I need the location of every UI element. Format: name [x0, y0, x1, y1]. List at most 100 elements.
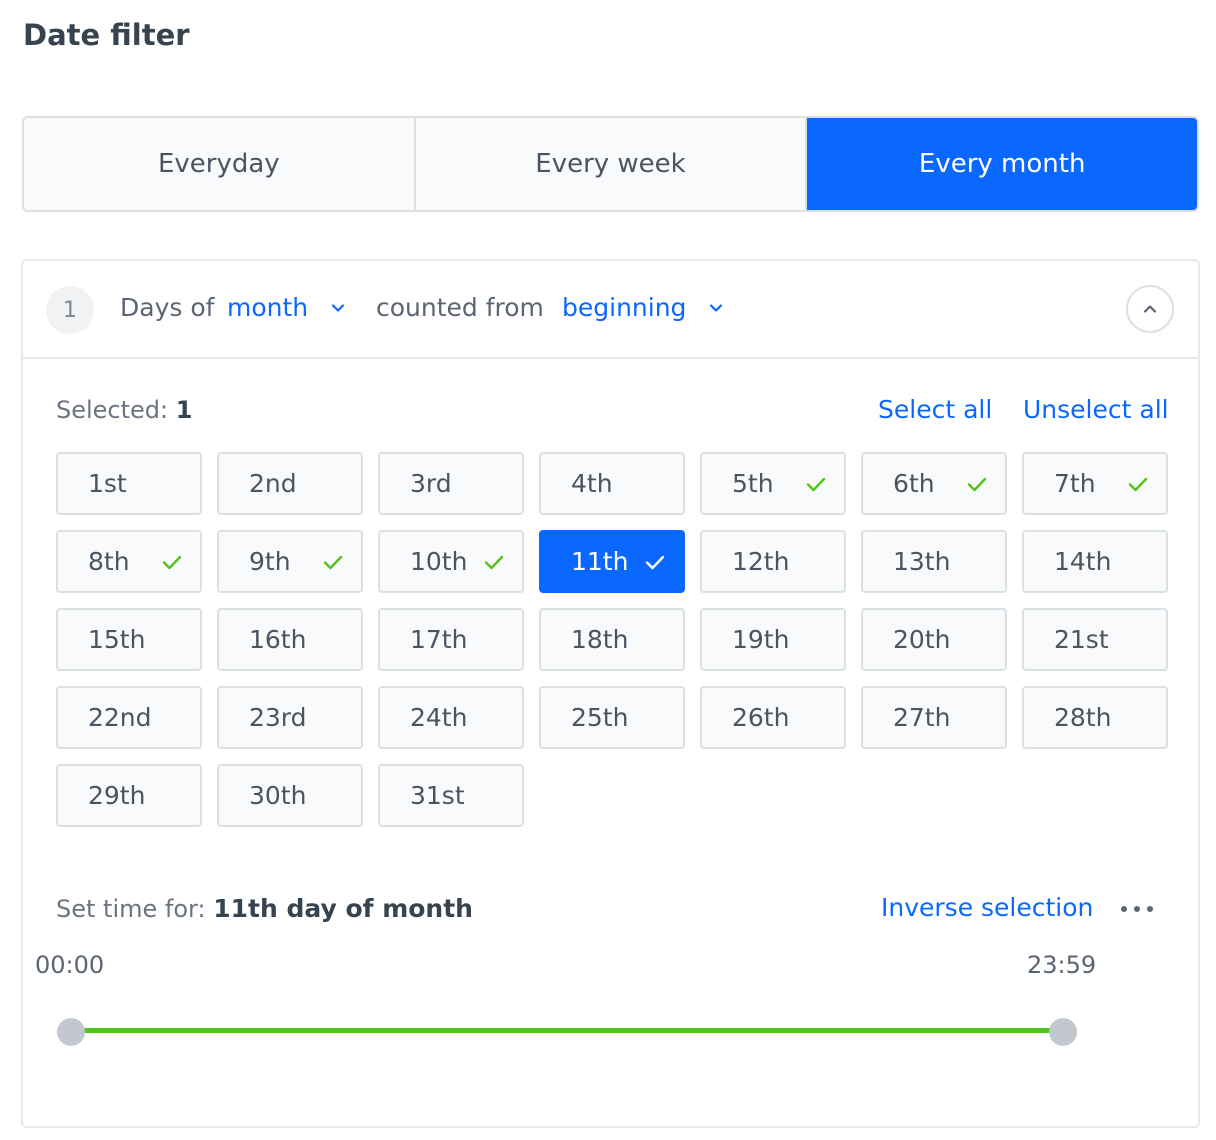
time-range-end-handle[interactable]	[1049, 1018, 1077, 1046]
day-label: 6th	[893, 469, 935, 498]
day-label: 15th	[88, 625, 146, 654]
day-button-14th[interactable]: 14th	[1022, 530, 1168, 593]
day-label: 18th	[571, 625, 629, 654]
time-range-start-handle[interactable]	[57, 1018, 85, 1046]
day-label: 24th	[410, 703, 468, 732]
day-label: 19th	[732, 625, 790, 654]
day-button-13th[interactable]: 13th	[861, 530, 1007, 593]
day-label: 2nd	[249, 469, 297, 498]
day-button-27th[interactable]: 27th	[861, 686, 1007, 749]
day-button-1st[interactable]: 1st	[56, 452, 202, 515]
day-button-18th[interactable]: 18th	[539, 608, 685, 671]
day-button-31st[interactable]: 31st	[378, 764, 524, 827]
day-button-7th[interactable]: 7th	[1022, 452, 1168, 515]
day-label: 23rd	[249, 703, 307, 732]
day-button-9th[interactable]: 9th	[217, 530, 363, 593]
day-button-22nd[interactable]: 22nd	[56, 686, 202, 749]
checkmark-icon	[645, 555, 665, 569]
tab-every-month[interactable]: Every month	[805, 118, 1197, 210]
period-dropdown[interactable]: month	[227, 293, 348, 322]
day-label: 26th	[732, 703, 790, 732]
chevron-down-icon	[332, 303, 345, 312]
chevron-up-icon	[1143, 305, 1157, 313]
checkmark-icon	[323, 555, 343, 569]
day-button-5th[interactable]: 5th	[700, 452, 846, 515]
checkmark-icon	[1128, 477, 1148, 491]
day-button-17th[interactable]: 17th	[378, 608, 524, 671]
checkmark-icon	[806, 477, 826, 491]
days-of-label: Days of	[120, 293, 215, 322]
time-start-label: 00:00	[35, 951, 105, 979]
day-button-16th[interactable]: 16th	[217, 608, 363, 671]
day-button-6th[interactable]: 6th	[861, 452, 1007, 515]
collapse-button[interactable]	[1126, 285, 1174, 333]
day-button-30th[interactable]: 30th	[217, 764, 363, 827]
time-range-track	[71, 1028, 1064, 1033]
day-button-3rd[interactable]: 3rd	[378, 452, 524, 515]
unselect-all-link[interactable]: Unselect all	[1023, 395, 1169, 424]
counted-from-value: beginning	[562, 293, 687, 322]
day-button-23rd[interactable]: 23rd	[217, 686, 363, 749]
set-time-label: Set time for: 11th day of month	[56, 894, 473, 923]
condition-header: 1 Days of month counted from beginning	[23, 261, 1198, 359]
day-label: 17th	[410, 625, 468, 654]
day-button-25th[interactable]: 25th	[539, 686, 685, 749]
day-button-8th[interactable]: 8th	[56, 530, 202, 593]
day-button-28th[interactable]: 28th	[1022, 686, 1168, 749]
day-label: 16th	[249, 625, 307, 654]
inverse-selection-link[interactable]: Inverse selection	[881, 893, 1094, 922]
day-label: 27th	[893, 703, 951, 732]
day-label: 28th	[1054, 703, 1112, 732]
counted-from-dropdown[interactable]: beginning	[562, 293, 726, 322]
selected-count-label: Selected: 1	[56, 396, 192, 424]
day-label: 30th	[249, 781, 307, 810]
day-label: 25th	[571, 703, 629, 732]
set-time-value: 11th day of month	[213, 894, 473, 923]
day-label: 14th	[1054, 547, 1112, 576]
day-label: 5th	[732, 469, 774, 498]
day-label: 20th	[893, 625, 951, 654]
day-label: 21st	[1054, 625, 1109, 654]
set-time-prefix: Set time for:	[56, 895, 206, 923]
day-button-15th[interactable]: 15th	[56, 608, 202, 671]
time-end-label: 23:59	[1027, 951, 1097, 979]
tab-every-week[interactable]: Every week	[413, 118, 806, 210]
day-button-20th[interactable]: 20th	[861, 608, 1007, 671]
day-label: 9th	[249, 547, 291, 576]
step-number-badge: 1	[46, 286, 94, 334]
day-label: 31st	[410, 781, 465, 810]
day-label: 11th	[571, 547, 629, 576]
checkmark-icon	[967, 477, 987, 491]
selected-label-text: Selected:	[56, 396, 169, 424]
day-label: 8th	[88, 547, 130, 576]
day-button-29th[interactable]: 29th	[56, 764, 202, 827]
day-label: 12th	[732, 547, 790, 576]
day-label: 13th	[893, 547, 951, 576]
day-label: 1st	[88, 469, 127, 498]
day-button-26th[interactable]: 26th	[700, 686, 846, 749]
frequency-tabs: Everyday Every week Every month	[22, 116, 1199, 212]
day-button-19th[interactable]: 19th	[700, 608, 846, 671]
period-value: month	[227, 293, 309, 322]
counted-from-label: counted from	[376, 293, 544, 322]
day-button-21st[interactable]: 21st	[1022, 608, 1168, 671]
chevron-down-icon	[710, 303, 723, 312]
day-label: 7th	[1054, 469, 1096, 498]
day-button-24th[interactable]: 24th	[378, 686, 524, 749]
day-button-10th[interactable]: 10th	[378, 530, 524, 593]
day-button-11th[interactable]: 11th	[539, 530, 685, 593]
page-title: Date filter	[23, 18, 190, 52]
days-grid: 1st 2nd 3rd 4th 5th 6th 7th 8th 9th 10th 11th 12th 1…	[56, 452, 1169, 827]
checkmark-icon	[162, 555, 182, 569]
day-label: 10th	[410, 547, 468, 576]
day-button-2nd[interactable]: 2nd	[217, 452, 363, 515]
more-dots-icon[interactable]	[1121, 897, 1153, 921]
tab-everyday[interactable]: Everyday	[24, 118, 414, 210]
filter-card: 1 Days of month counted from beginning S…	[21, 259, 1200, 1128]
day-button-4th[interactable]: 4th	[539, 452, 685, 515]
day-button-12th[interactable]: 12th	[700, 530, 846, 593]
checkmark-icon	[484, 555, 504, 569]
day-label: 22nd	[88, 703, 152, 732]
selected-count: 1	[175, 396, 193, 424]
select-all-link[interactable]: Select all	[878, 395, 993, 424]
